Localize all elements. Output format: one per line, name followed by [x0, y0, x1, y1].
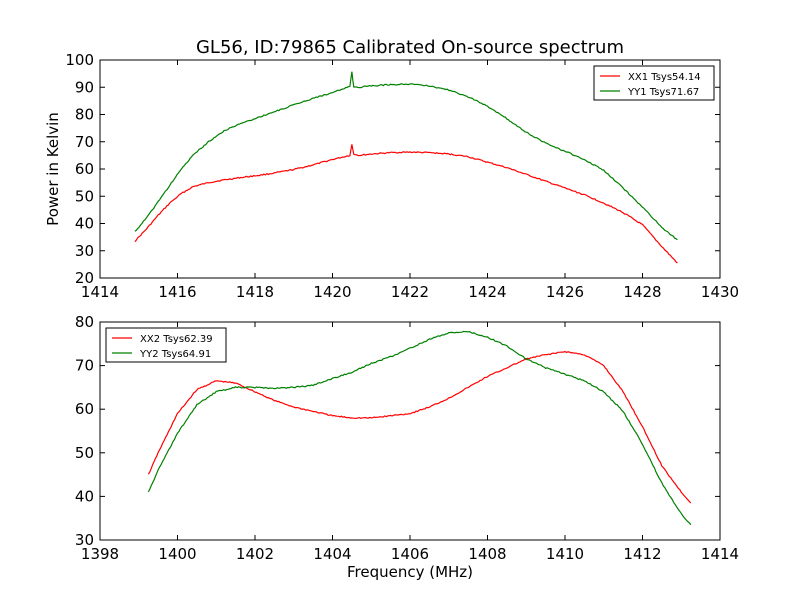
legend-label: YY1 Tsys71.67: [627, 87, 699, 98]
series-line-2: [147, 330, 692, 526]
series-line-1: [134, 144, 678, 264]
x-tick-label: 1412: [623, 545, 661, 563]
y-tick-label: 40: [75, 487, 94, 505]
x-tick-label: 1420: [313, 283, 351, 301]
y-tick-label: 70: [75, 133, 94, 151]
y-tick-label: 70: [75, 357, 94, 375]
x-tick-label: 1422: [391, 283, 429, 301]
chart-title: GL56, ID:79865 Calibrated On-source spec…: [196, 37, 624, 58]
x-tick-label: 1402: [236, 545, 274, 563]
x-tick-label: 1404: [313, 545, 351, 563]
y-tick-label: 50: [75, 187, 94, 205]
y-tick-label: 90: [75, 78, 94, 96]
x-tick-label: 1430: [701, 283, 739, 301]
y-tick-label: 60: [75, 400, 94, 418]
x-tick-label: 1406: [391, 545, 429, 563]
y-tick-label: 30: [75, 242, 94, 260]
top-panel: 1414 1416 1418 1420 1422 1424 1426 1428 1430 20 30…: [44, 51, 739, 301]
y-axis-label: Power in Kelvin: [44, 112, 62, 226]
y-tick-label: 40: [75, 215, 94, 233]
y-tick-label: 60: [75, 160, 94, 178]
legend-label: XX1 Tsys54.14: [628, 72, 701, 83]
x-tick-label: 1414: [701, 545, 739, 563]
legend-label: YY2 Tsys64.91: [139, 349, 211, 360]
y-tick-label: 80: [75, 313, 94, 331]
series-line-2: [134, 71, 678, 241]
x-tick-label: 1408: [468, 545, 506, 563]
x-tick-label: 1416: [158, 283, 196, 301]
legend: XX2 Tsys62.39 YY2 Tsys64.91: [105, 327, 227, 363]
x-axis-label: Frequency (MHz): [347, 563, 473, 581]
y-tick-label: 80: [75, 106, 94, 124]
y-tick-label: 20: [75, 269, 94, 287]
legend-box: [593, 65, 715, 101]
x-tick-label: 1426: [546, 283, 584, 301]
x-tick-label: 1418: [236, 283, 274, 301]
series-line-1: [147, 350, 692, 504]
legend-box: [105, 327, 227, 363]
y-tick-label: 100: [65, 51, 94, 69]
y-tick-label: 50: [75, 444, 94, 462]
x-tick-label: 1410: [546, 545, 584, 563]
x-tick-label: 1428: [623, 283, 661, 301]
bottom-panel: 1398 1400 1402 1404 1406 1408 1410 1412 1414 30 40…: [75, 313, 739, 581]
legend: XX1 Tsys54.14 YY1 Tsys71.67: [593, 65, 715, 101]
x-tick-label: 1424: [468, 283, 506, 301]
x-tick-label: 1414: [81, 283, 119, 301]
x-tick-label: 1398: [81, 545, 119, 563]
y-tick-label: 30: [75, 531, 94, 549]
legend-label: XX2 Tsys62.39: [140, 334, 213, 345]
x-tick-label: 1400: [158, 545, 196, 563]
